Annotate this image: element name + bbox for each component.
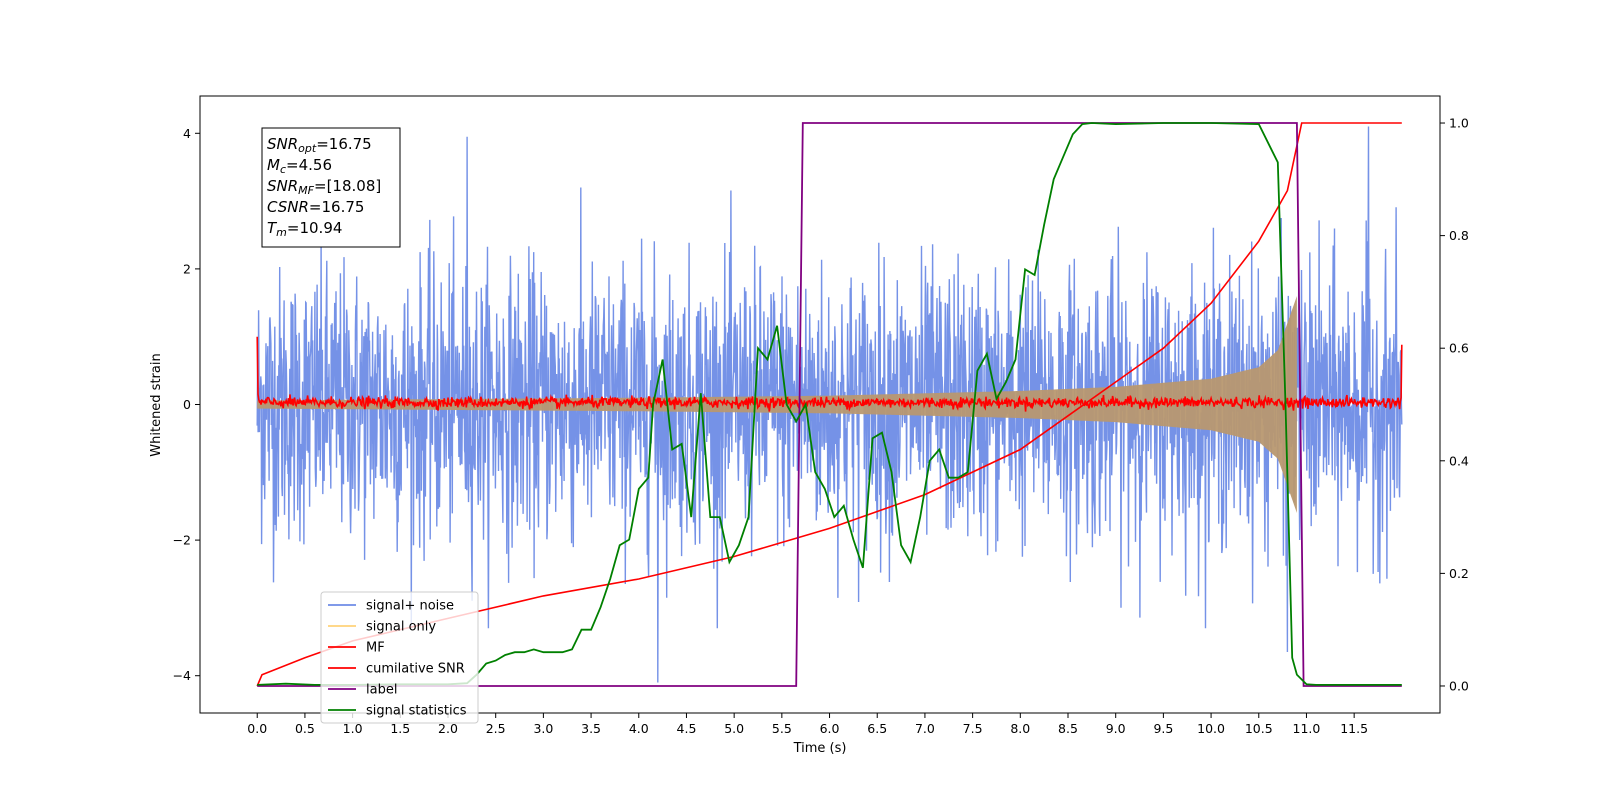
y2-tick-label: 0.2 (1449, 566, 1469, 581)
x-tick-label: 10.0 (1197, 721, 1225, 736)
x-tick-label: 0.5 (295, 721, 315, 736)
legend-label: cumilative SNR (366, 662, 465, 677)
y-tick-label: −2 (173, 533, 191, 548)
y-tick-label: 2 (183, 261, 191, 276)
y-axis-left: −4 −2 0 2 4 (173, 126, 200, 683)
annotation-line: SNRMF=[18.08] (267, 177, 381, 197)
y-axis-right: 0.0 0.2 0.4 0.6 0.8 1.0 (1440, 116, 1469, 693)
x-tick-label: 7.0 (915, 721, 935, 736)
x-tick-label: 0.0 (247, 721, 267, 736)
x-tick-label: 4.0 (629, 721, 649, 736)
x-tick-label: 10.5 (1245, 721, 1273, 736)
legend-label: signal statistics (366, 704, 467, 719)
mf-series (256, 336, 1403, 412)
x-tick-label: 4.5 (677, 721, 697, 736)
y2-tick-label: 0.0 (1449, 678, 1469, 693)
x-tick-label: 8.5 (1058, 721, 1078, 736)
annotation-frame (261, 127, 401, 248)
legend-label: signal+ noise (366, 599, 454, 614)
y-tick-label: 4 (183, 126, 191, 141)
y2-tick-label: 0.8 (1449, 228, 1469, 243)
x-tick-label: 6.5 (867, 721, 887, 736)
y2-tick-label: 0.6 (1449, 341, 1469, 356)
annotation-line: Mc=4.56 (267, 156, 332, 176)
x-tick-label: 6.0 (820, 721, 840, 736)
x-axis: 0.0 0.5 1.0 1.5 2.0 2.5 3.0 3.5 4.0 4.5 5.0 5.5 6.0 6… (247, 713, 1368, 736)
label-series (257, 122, 1402, 687)
legend-label: signal only (366, 620, 436, 635)
x-tick-label: 1.0 (343, 721, 363, 736)
stats-annotation: SNRopt=16.75Mc=4.56SNRMF=[18.08]CSNR=16.… (261, 127, 401, 248)
x-tick-label: 1.5 (390, 721, 410, 736)
x-tick-label: 5.0 (724, 721, 744, 736)
x-tick-label: 3.5 (581, 721, 601, 736)
x-tick-label: 11.5 (1340, 721, 1368, 736)
legend: signal+ noise signal only MF cumilative SNR… (320, 591, 479, 724)
y2-tick-label: 1.0 (1449, 116, 1469, 131)
y2-tick-label: 0.4 (1449, 453, 1469, 468)
x-tick-label: 3.0 (533, 721, 553, 736)
x-tick-label: 5.5 (772, 721, 792, 736)
x-tick-label: 2.5 (486, 721, 506, 736)
y-tick-label: 0 (183, 397, 191, 412)
annotation-line: SNRopt=16.75 (267, 135, 372, 155)
x-tick-label: 9.0 (1106, 721, 1126, 736)
annotation-line: CSNR=16.75 (267, 198, 364, 216)
legend-frame (320, 591, 479, 724)
signal-statistics-series (257, 122, 1402, 686)
x-tick-label: 11.0 (1293, 721, 1321, 736)
x-tick-label: 2.0 (438, 721, 458, 736)
x-tick-label: 9.5 (1153, 721, 1173, 736)
x-axis-label: Time (s) (793, 741, 847, 756)
y-tick-label: −4 (173, 668, 191, 683)
legend-label: MF (366, 641, 385, 656)
legend-label: label (366, 683, 397, 698)
x-tick-label: 7.5 (963, 721, 983, 736)
annotation-line: Tm=10.94 (267, 219, 342, 239)
y-axis-label: Whitened strain (149, 353, 164, 456)
signal-only-series (257, 296, 1297, 513)
x-tick-label: 8.0 (1010, 721, 1030, 736)
